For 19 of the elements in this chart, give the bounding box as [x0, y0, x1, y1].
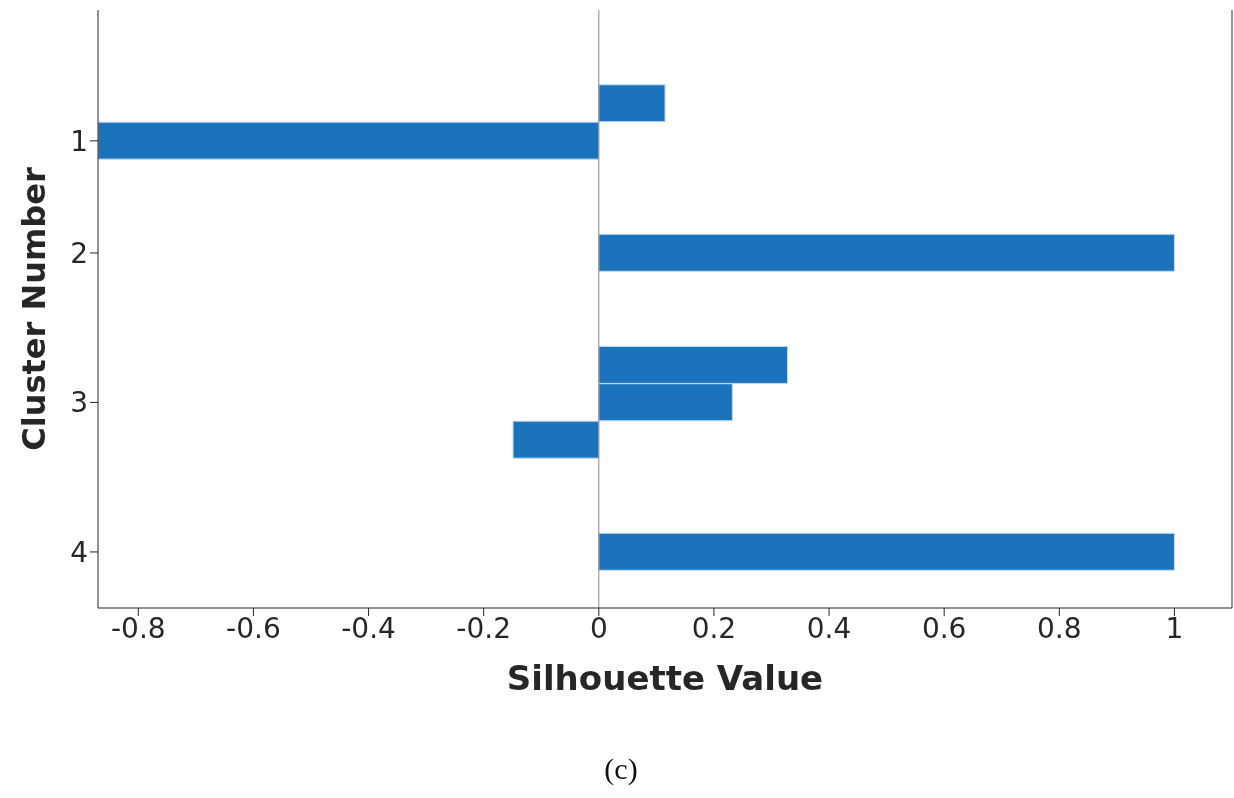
x-tick-label: 0.2	[691, 611, 737, 645]
x-tick-label: 0.4	[806, 611, 852, 645]
x-tick-label: -0.4	[341, 611, 396, 645]
text: (c)	[603, 752, 639, 786]
y-tick-label: 4	[70, 535, 88, 569]
bar	[598, 233, 1175, 272]
x-tick-label: -0.2	[456, 611, 511, 645]
x-tick-label: 0	[589, 611, 608, 645]
x-tick-label: 0.8	[1037, 611, 1082, 645]
x-axis-title: Silhouette Value	[506, 658, 824, 698]
y-tick-label: 2	[70, 236, 88, 270]
y-axis-title: Cluster Number	[15, 167, 54, 451]
y-tick-label: 1	[70, 124, 88, 158]
x-tick-label: 1	[1165, 611, 1184, 645]
x-tick-label: 0.6	[921, 611, 967, 645]
x-tick-label: -0.8	[110, 611, 166, 645]
x-tick-label: -0.6	[226, 611, 281, 645]
bar	[598, 532, 1175, 571]
y-tick-label: 3	[70, 386, 88, 420]
